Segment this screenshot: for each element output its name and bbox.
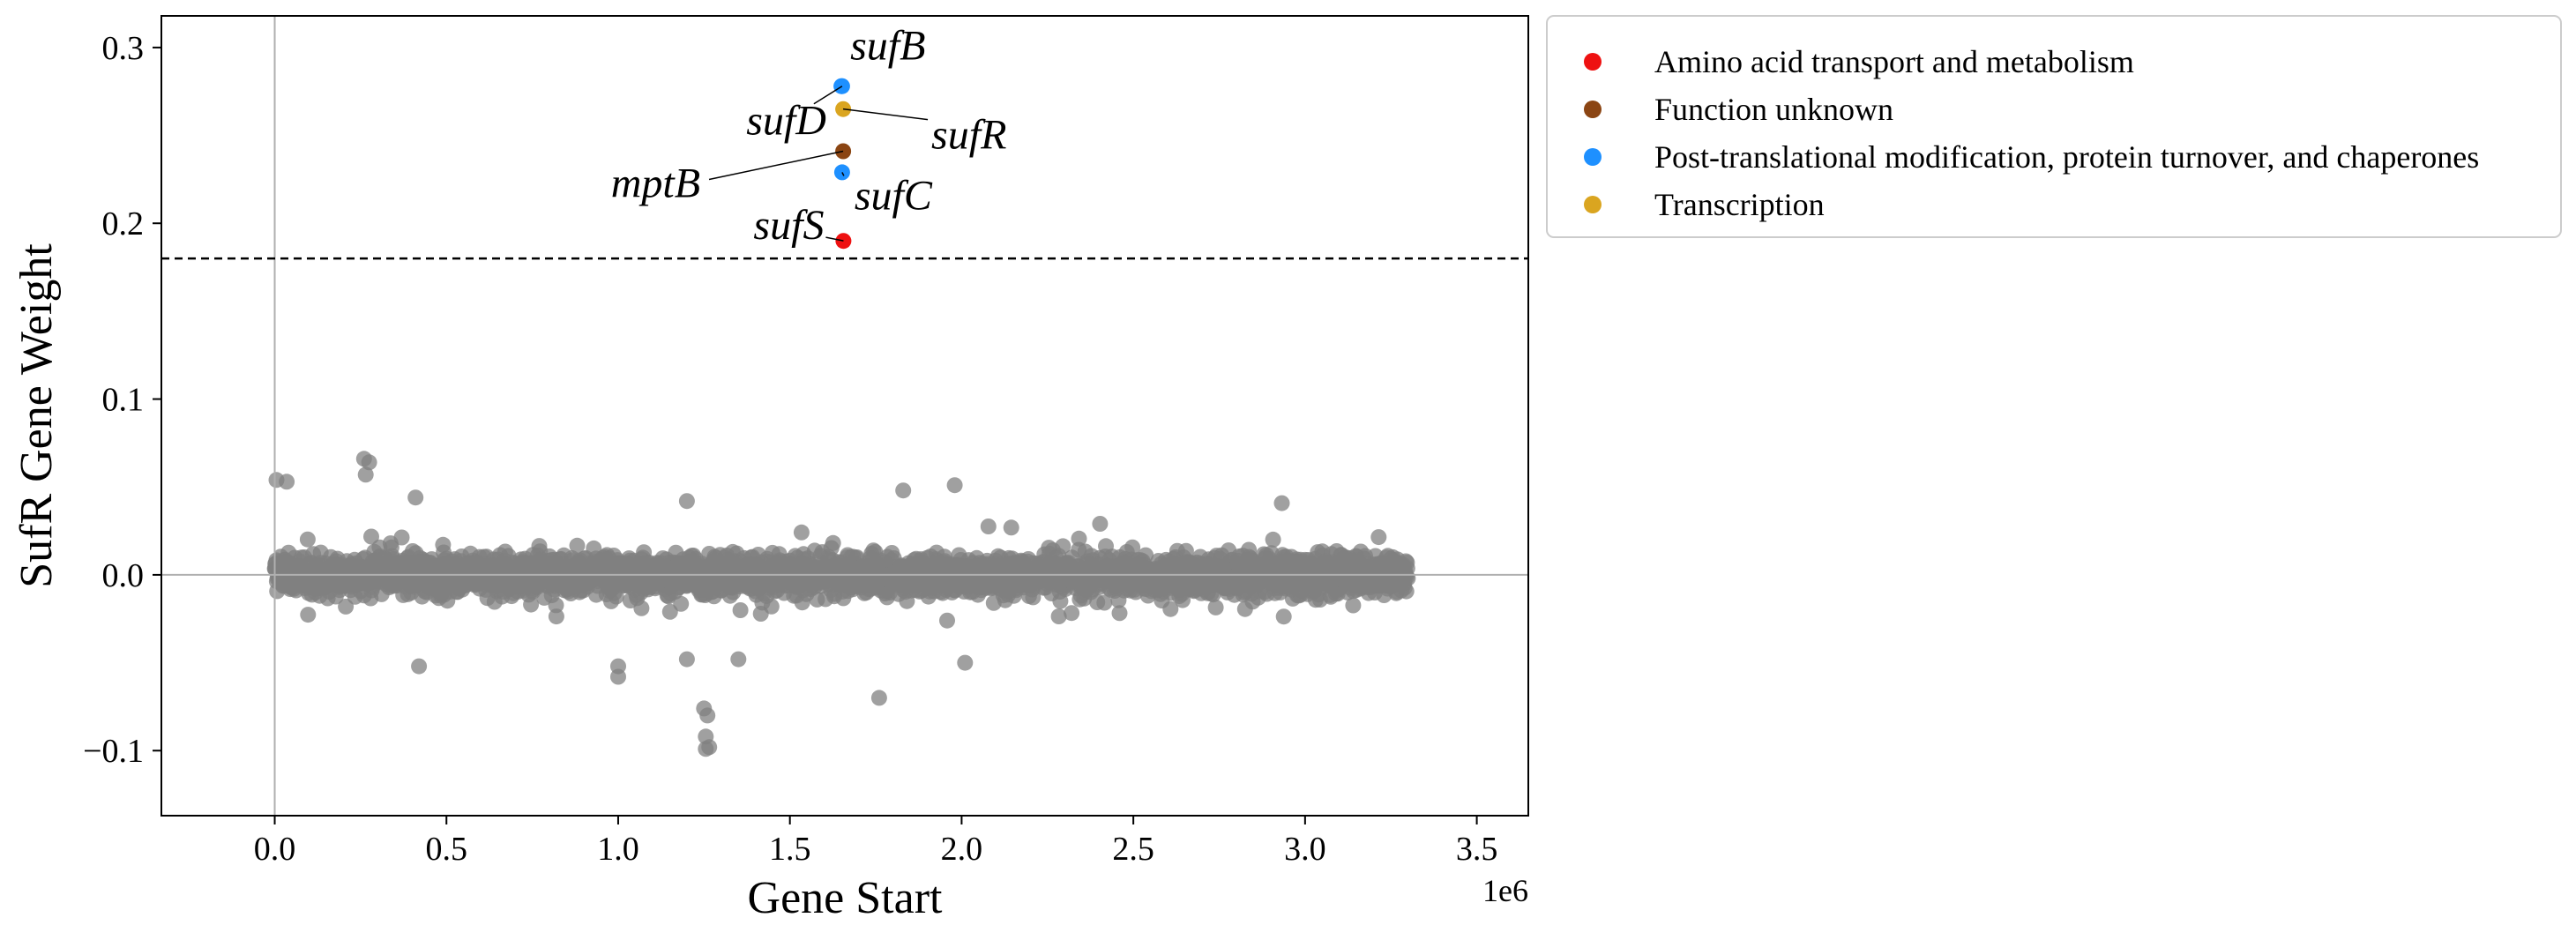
gene-point [1273, 495, 1290, 511]
y-tick-label: 0.3 [102, 30, 145, 67]
x-tick-label: 3.5 [1456, 831, 1498, 868]
gene-point [1138, 547, 1154, 563]
gene-point [1052, 593, 1069, 609]
legend-marker [1584, 148, 1602, 166]
x-tick-label: 3.0 [1284, 831, 1326, 868]
x-tick-label: 1.5 [769, 831, 811, 868]
annotation-sufB: sufB [850, 23, 925, 70]
x-tick-label: 0.5 [425, 831, 467, 868]
gene-point [548, 608, 564, 625]
legend-label: Transcription [1654, 187, 1825, 222]
legend-marker [1584, 53, 1602, 71]
gene-point [699, 707, 716, 724]
annotation-sufC: sufC [855, 172, 933, 219]
gene-point [730, 651, 747, 668]
legend-marker [1584, 101, 1602, 118]
gene-point [361, 454, 377, 471]
annotation-leader-sufS [825, 236, 844, 242]
x-tick-label: 0.0 [254, 831, 296, 868]
gene-point [357, 466, 374, 483]
legend-marker [1584, 196, 1602, 213]
annotation-leader-sufC [841, 172, 845, 176]
x-axis-label: Gene Start [748, 873, 943, 923]
annotation-leader-sufR [842, 108, 929, 121]
x-tick-label: 1.0 [597, 831, 639, 868]
gene-point [279, 474, 295, 490]
gene-point [523, 596, 540, 613]
highlighted-point-mptB [835, 143, 852, 160]
background-points [266, 451, 1416, 757]
annotation-leader-sufD [813, 86, 843, 105]
y-tick-label: 0.2 [102, 205, 145, 242]
highlighted-points [833, 78, 852, 250]
annotation-sufR: sufR [931, 112, 1006, 159]
axes: 0.0 0.5 1.0 1.5 2.0 2.5 3.0 3.5 −0.1 0.0 0.1 0.2 0.3 [83, 15, 1529, 868]
gene-point [1050, 608, 1067, 624]
gene-point [698, 741, 714, 757]
gene-point [1111, 605, 1128, 622]
gene-point [825, 534, 841, 551]
gene-point [1370, 529, 1387, 546]
gene-point [1265, 531, 1281, 548]
gene-point [299, 531, 316, 548]
annotation-leader-mptB [708, 150, 844, 181]
gene-point [407, 489, 424, 506]
plot-frame [161, 15, 1529, 817]
highlighted-point-sufD [833, 78, 850, 94]
legend-label: Function unknown [1654, 92, 1893, 127]
gene-point [569, 537, 586, 554]
y-tick-label: 0.0 [102, 557, 145, 594]
gene-point [678, 493, 695, 510]
annotation-mptB: mptB [611, 160, 700, 206]
annotation-sufS: sufS [753, 202, 824, 249]
gene-point [1071, 530, 1087, 547]
gene-point [1092, 516, 1109, 532]
x-tick-label: 2.0 [941, 831, 983, 868]
gene-point [678, 651, 695, 668]
gene-point [980, 518, 997, 534]
gene-point [732, 602, 749, 618]
gene-point [300, 607, 317, 623]
gene-point [1398, 583, 1415, 600]
annotation-sufD: sufD [746, 98, 826, 145]
gene-point [1345, 597, 1362, 614]
gene-point [957, 654, 974, 671]
gene-point [363, 528, 379, 545]
gene-point [548, 597, 564, 614]
legend-label: Amino acid transport and metabolism [1654, 44, 2134, 79]
gene-point [1124, 539, 1141, 556]
legend-box [1546, 15, 2562, 238]
gene-point [1400, 570, 1416, 586]
gene-point [946, 477, 963, 494]
gene-point [393, 529, 410, 546]
gene-point [870, 690, 887, 706]
x-tick-label: 2.5 [1112, 831, 1154, 868]
gene-point [939, 612, 955, 629]
gene-point [1064, 605, 1080, 622]
gene-point [1055, 538, 1071, 555]
x-axis-exponent: 1e6 [1482, 873, 1528, 908]
legend-label: Post-translational modification, protein… [1654, 139, 2479, 175]
gene-point [1162, 601, 1179, 617]
y-tick-label: 0.1 [102, 382, 145, 419]
y-tick-label: −0.1 [83, 733, 144, 770]
gene-point [610, 668, 626, 685]
gene-point [673, 595, 690, 612]
gene-point [1275, 608, 1292, 625]
gene-point [793, 524, 810, 541]
gene-point [763, 598, 780, 615]
gene-point [895, 482, 912, 499]
gene-point [661, 603, 678, 620]
gene-point [1003, 519, 1019, 536]
legend: Amino acid transport and metabolism Funct… [1546, 15, 2562, 238]
gene-point [411, 658, 428, 675]
gene-point [1207, 599, 1224, 615]
gene-point [633, 600, 650, 616]
highlighted-point-sufC [833, 164, 850, 181]
y-axis-label: SufR Gene Weight [11, 243, 62, 588]
gene-point [1096, 594, 1113, 611]
